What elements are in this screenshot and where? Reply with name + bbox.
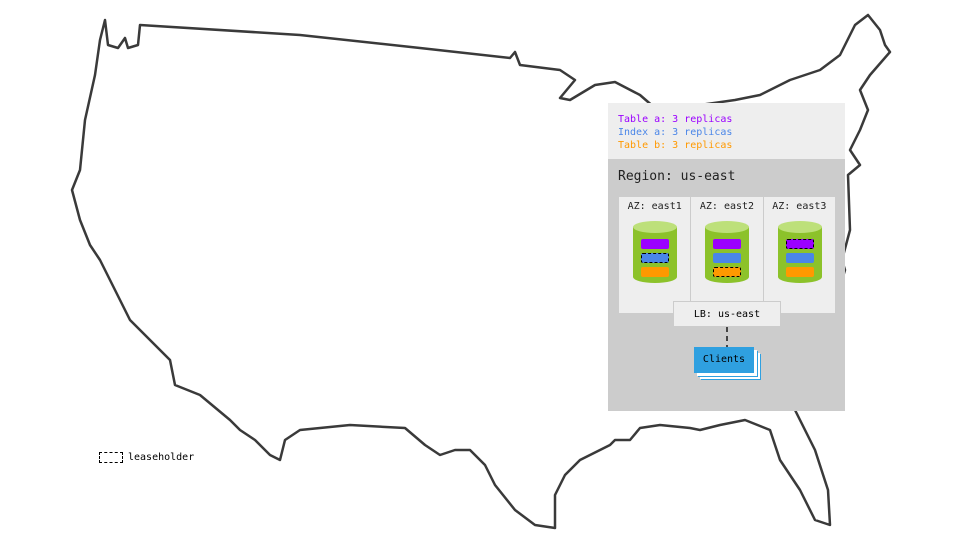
leaseholder-key-label: leaseholder bbox=[128, 452, 195, 463]
replica-table-b bbox=[785, 267, 814, 277]
database-icon bbox=[633, 221, 677, 287]
legend-table-b: Table b: 3 replicas bbox=[618, 140, 733, 151]
replica-table-b-leaseholder bbox=[713, 267, 742, 277]
replica-legend: Table a: 3 replicas Index a: 3 replicas … bbox=[608, 103, 845, 159]
region-title: Region: us-east bbox=[618, 169, 736, 184]
clients-box: Clients bbox=[694, 347, 754, 373]
replica-table-a-leaseholder bbox=[785, 239, 814, 249]
az-title: AZ: east1 bbox=[627, 201, 682, 212]
az-row: AZ: east1 AZ: east2 AZ: east3 bbox=[619, 197, 835, 313]
replica-index-a bbox=[785, 253, 814, 263]
legend-index-a: Index a: 3 replicas bbox=[618, 127, 733, 138]
az-east1: AZ: east1 bbox=[619, 197, 691, 313]
leaseholder-key: leaseholder bbox=[99, 452, 194, 463]
database-icon bbox=[777, 221, 822, 287]
az-east3: AZ: east3 bbox=[763, 197, 835, 313]
az-title: AZ: east3 bbox=[772, 201, 827, 212]
replica-table-a bbox=[641, 239, 669, 249]
replica-table-a bbox=[713, 239, 742, 249]
replica-index-a-leaseholder bbox=[641, 253, 669, 263]
legend-table-a: Table a: 3 replicas bbox=[618, 114, 733, 125]
replica-index-a bbox=[713, 253, 742, 263]
load-balancer: LB: us-east bbox=[673, 301, 781, 327]
replica-table-b bbox=[641, 267, 669, 277]
az-east2: AZ: east2 bbox=[691, 197, 763, 313]
region-panel: Table a: 3 replicas Index a: 3 replicas … bbox=[608, 103, 845, 411]
dashed-box-icon bbox=[99, 452, 123, 463]
database-icon bbox=[705, 221, 750, 287]
az-title: AZ: east2 bbox=[699, 201, 755, 212]
